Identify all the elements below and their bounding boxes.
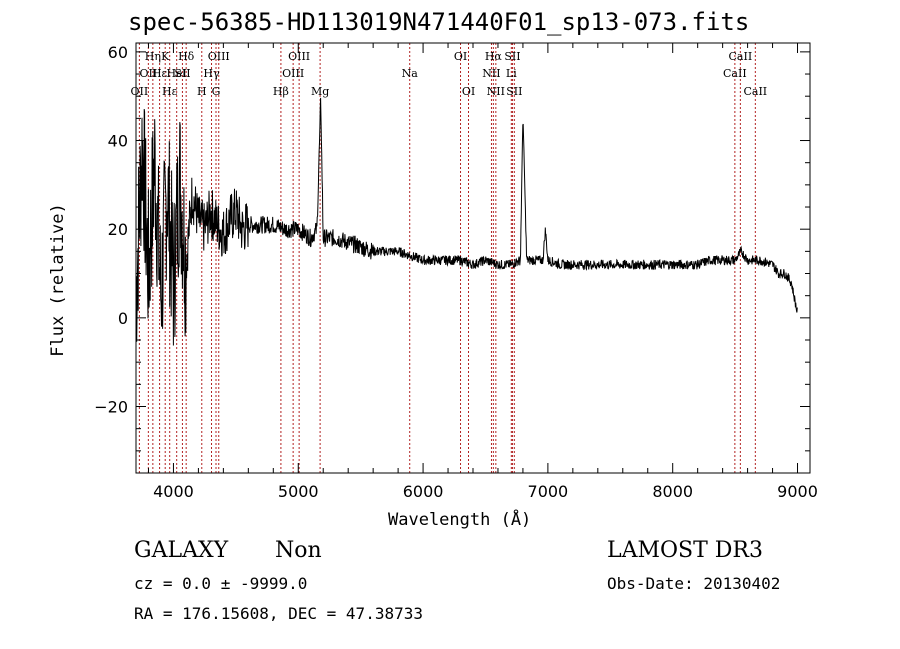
x-tick-label: 8000 (652, 482, 693, 501)
spectral-line-label: OIII (282, 67, 304, 80)
x-axis-label: Wavelength (Å) (388, 510, 532, 530)
chart-title: spec-56385-HD113019N471440F01_sp13-073.f… (128, 8, 750, 36)
spectral-line-label: Hη (145, 50, 161, 63)
spectral-line-label: Hε (152, 67, 168, 80)
spectral-line-label: OIII (208, 50, 230, 63)
spectral-line-label: CaII (723, 67, 747, 80)
spectral-line-label: Hα (485, 50, 503, 63)
spectral-line-label: K (161, 50, 170, 63)
spectral-line-label: NII (482, 67, 500, 80)
y-tick-label: −20 (94, 398, 128, 417)
line-labels-layer: OIIOIIHηHεKHεHeISIIHδHHγGOIIIHβOIIIOIIIM… (131, 50, 768, 98)
x-tick-label: 7000 (528, 482, 569, 501)
spectral-line-label: Hδ (178, 50, 195, 63)
spectral-line-label: OI (454, 50, 467, 63)
y-tick-label: 40 (108, 132, 128, 151)
y-tick-label: 0 (118, 309, 128, 328)
x-tick-label: 4000 (153, 482, 194, 501)
spectral-line-label: CaII (729, 50, 753, 63)
spectral-line-label: NII (487, 85, 505, 98)
y-tick-label: 20 (108, 220, 128, 239)
spectral-line-label: Mg (311, 85, 329, 98)
axes-layer: 4000 5000 6000 7000 8000 9000 −20 0 20 40 60 (94, 42, 818, 501)
spectral-line-label: SII (506, 85, 522, 98)
spectral-line-label: Hγ (203, 67, 220, 80)
spectral-line-label: SII (504, 50, 520, 63)
spectral-line-label: CaII (743, 85, 767, 98)
spectral-line-label: Na (402, 67, 419, 80)
y-tick-label: 60 (108, 43, 128, 62)
x-tick-label: 9000 (777, 482, 818, 501)
spectral-line-label: Hβ (273, 85, 289, 98)
spectral-line-label: G (212, 85, 221, 98)
spectral-line-label: H (197, 85, 207, 98)
redshift-info: cz = 0.0 ± -9999.0 (134, 574, 308, 593)
object-subclass: Non (275, 538, 322, 563)
spectral-line-label: HeI (166, 67, 186, 80)
spectral-line-label: Li (506, 67, 517, 80)
spectral-line-label: OI (462, 85, 475, 98)
x-tick-label: 6000 (403, 482, 444, 501)
spectral-line-label: SII (174, 67, 190, 80)
spectral-line-label: OIII (288, 50, 310, 63)
x-tick-label: 5000 (278, 482, 319, 501)
spectral-lines-layer (138, 43, 756, 473)
object-class: GALAXY (134, 538, 229, 563)
spectral-line-label: OII (139, 67, 157, 80)
coordinates-info: RA = 176.15608, DEC = 47.38733 (134, 604, 423, 623)
survey-name: LAMOST DR3 (607, 538, 763, 563)
spectral-line-label: OII (131, 85, 149, 98)
spectrum-line (135, 97, 798, 346)
observation-date: Obs-Date: 20130402 (607, 574, 781, 593)
data-layer (135, 97, 798, 346)
spectral-line-label: Hε (162, 85, 178, 98)
